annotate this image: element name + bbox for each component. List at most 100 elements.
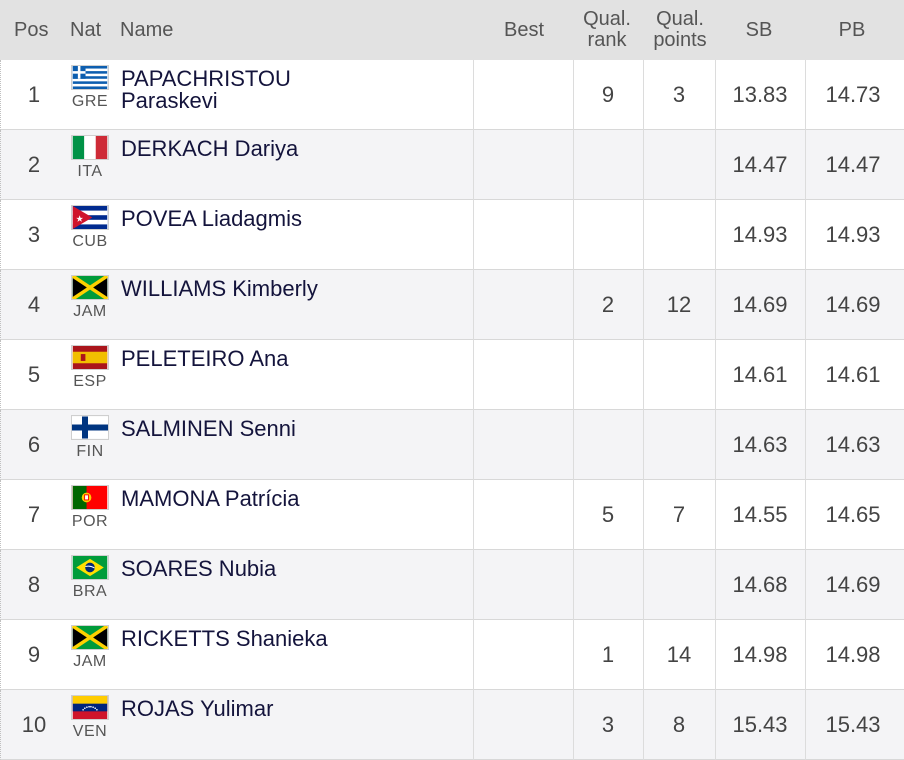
cell-nat: BRA — [69, 555, 111, 601]
cell-sb: 14.63 — [732, 432, 788, 457]
table-row[interactable]: 3 CUB POVEA Liadagmis 14.93 14.93 — [0, 200, 904, 270]
table-row[interactable]: 1 GRE PAPACHRISTOU Paraskevi 9 3 13.83 14.73 — [0, 60, 904, 130]
table-row[interactable]: 6 FIN SALMINEN Senni 14.63 14.63 — [0, 410, 904, 480]
athlete-name-link[interactable]: POVEA Liadagmis — [121, 208, 471, 230]
header-qual-rank-line1: Qual. — [583, 8, 631, 30]
table-row[interactable]: 7 POR MAMONA Patrícia 5 7 14.55 14.65 — [0, 480, 904, 550]
cell-qual-points: 14 — [666, 642, 692, 667]
column-divider — [805, 690, 806, 760]
nat-code: POR — [71, 513, 109, 530]
athlete-name-line1: MAMONA Patrícia — [121, 486, 300, 511]
column-divider — [573, 340, 574, 410]
header-sb[interactable]: SB — [745, 18, 773, 41]
cell-sb: 14.69 — [732, 292, 788, 317]
jam-flag-icon — [71, 625, 109, 650]
column-divider — [473, 410, 474, 480]
cell-best — [473, 200, 573, 270]
cell-qual-rank — [573, 130, 643, 200]
cell-pb: 14.69 — [825, 572, 881, 597]
column-divider — [473, 130, 474, 200]
cell-qual-rank: 9 — [601, 82, 615, 107]
column-divider — [573, 690, 574, 760]
table-header: Pos Nat Name Best Qual. rank Qual. point… — [0, 0, 904, 60]
athlete-name-link[interactable]: PAPACHRISTOU Paraskevi — [121, 68, 471, 112]
column-divider — [573, 480, 574, 550]
column-divider — [473, 690, 474, 760]
cell-pos: 2 — [27, 152, 41, 177]
athlete-name-link[interactable]: ROJAS Yulimar — [121, 698, 471, 720]
cell-nat: JAM — [69, 625, 111, 671]
gre-flag-icon — [71, 65, 109, 90]
jam-flag-icon — [71, 275, 109, 300]
column-divider — [643, 200, 644, 270]
nat-code: CUB — [72, 233, 108, 250]
cell-pos: 7 — [27, 502, 41, 527]
column-divider — [805, 550, 806, 620]
athlete-name-line1: POVEA Liadagmis — [121, 206, 302, 231]
header-qual-rank-line2: rank — [587, 29, 627, 51]
cell-nat: GRE — [69, 65, 111, 111]
header-nat[interactable]: Nat — [70, 18, 102, 41]
cell-best — [473, 550, 573, 620]
athlete-name-link[interactable]: DERKACH Dariya — [121, 138, 471, 160]
athlete-name-line1: WILLIAMS Kimberly — [121, 276, 318, 301]
athlete-name-line1: DERKACH Dariya — [121, 136, 299, 161]
cell-best — [473, 130, 573, 200]
table-row[interactable]: 10 VEN ROJAS Yulimar 3 8 15.43 15.43 — [0, 690, 904, 760]
cell-sb: 14.98 — [732, 642, 788, 667]
cell-sb: 13.83 — [732, 82, 788, 107]
column-divider — [805, 620, 806, 690]
column-divider — [805, 270, 806, 340]
nat-code: ESP — [73, 373, 107, 390]
column-divider — [805, 480, 806, 550]
table-row[interactable]: 4 JAM WILLIAMS Kimberly 2 12 14.69 14.69 — [0, 270, 904, 340]
header-pb[interactable]: PB — [838, 18, 866, 41]
cell-pb: 15.43 — [825, 712, 881, 737]
cell-sb: 14.55 — [732, 502, 788, 527]
cell-best — [473, 690, 573, 760]
cell-qual-points — [643, 410, 715, 480]
header-best[interactable]: Best — [504, 18, 545, 41]
table-row[interactable]: 2 ITA DERKACH Dariya 14.47 14.47 — [0, 130, 904, 200]
header-name[interactable]: Name — [120, 18, 174, 41]
column-divider — [573, 550, 574, 620]
column-divider — [473, 550, 474, 620]
column-divider — [473, 270, 474, 340]
cell-qual-points — [643, 130, 715, 200]
table-row[interactable]: 5 ESP PELETEIRO Ana 14.61 14.61 — [0, 340, 904, 410]
cell-pb: 14.98 — [825, 642, 881, 667]
cell-qual-points: 12 — [666, 292, 692, 317]
column-divider — [473, 200, 474, 270]
cell-sb: 14.47 — [732, 152, 788, 177]
column-divider — [715, 60, 716, 130]
cell-pos: 1 — [27, 82, 41, 107]
cell-qual-rank — [573, 200, 643, 270]
cell-qual-points: 7 — [672, 502, 686, 527]
header-qual-rank[interactable]: Qual. rank — [572, 0, 642, 60]
column-divider — [643, 270, 644, 340]
column-divider — [715, 340, 716, 410]
athlete-name-link[interactable]: WILLIAMS Kimberly — [121, 278, 471, 300]
column-divider — [473, 340, 474, 410]
header-qual-points-line2: points — [653, 29, 707, 51]
header-pos[interactable]: Pos — [14, 18, 49, 41]
cell-pos: 3 — [27, 222, 41, 247]
column-divider — [573, 200, 574, 270]
cell-pb: 14.69 — [825, 292, 881, 317]
athlete-name-line1: SOARES Nubia — [121, 556, 277, 581]
cell-pb: 14.73 — [825, 82, 881, 107]
cell-pb: 14.63 — [825, 432, 881, 457]
athlete-name-line1: PELETEIRO Ana — [121, 346, 289, 371]
athlete-name-link[interactable]: RICKETTS Shanieka — [121, 628, 471, 650]
header-qual-points[interactable]: Qual. points — [642, 0, 718, 60]
cell-qual-rank — [573, 550, 643, 620]
table-row[interactable]: 9 JAM RICKETTS Shanieka 1 14 14.98 14.98 — [0, 620, 904, 690]
athlete-name-link[interactable]: SOARES Nubia — [121, 558, 471, 580]
table-row[interactable]: 8 BRA SOARES Nubia 14.68 14.69 — [0, 550, 904, 620]
athlete-name-link[interactable]: PELETEIRO Ana — [121, 348, 471, 370]
ven-flag-icon — [71, 695, 109, 720]
athlete-name-link[interactable]: SALMINEN Senni — [121, 418, 471, 440]
athlete-name-link[interactable]: MAMONA Patrícia — [121, 488, 471, 510]
cell-nat: ESP — [69, 345, 111, 391]
